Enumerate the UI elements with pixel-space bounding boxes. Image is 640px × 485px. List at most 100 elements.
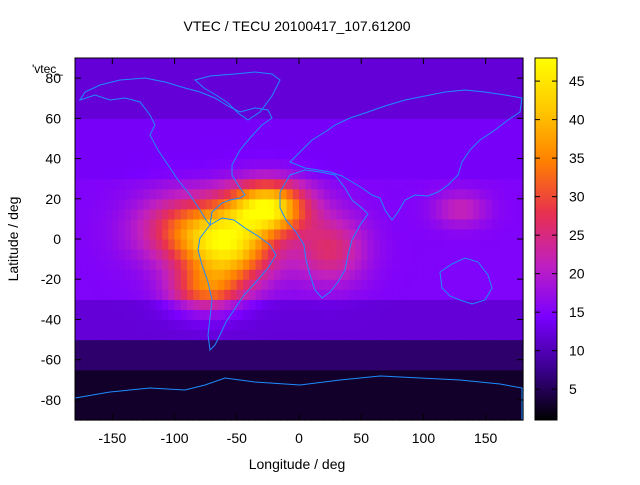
heatmap-cell <box>429 249 437 260</box>
heatmap-cell <box>305 78 313 89</box>
heatmap-cell <box>93 379 101 391</box>
heatmap-cell <box>355 279 362 290</box>
heatmap-cell <box>435 299 443 310</box>
heatmap-cell <box>323 208 331 220</box>
heatmap-cell <box>106 299 113 310</box>
heatmap-cell <box>106 239 113 250</box>
heatmap-cell <box>355 108 362 119</box>
heatmap-cell <box>205 359 213 371</box>
heatmap-cell <box>348 269 356 280</box>
heatmap-cell <box>81 148 89 160</box>
heatmap-cell <box>236 319 244 331</box>
heatmap-cell <box>417 68 425 79</box>
heatmap-cell <box>355 379 362 391</box>
coastline-australia <box>439 257 493 305</box>
heatmap-cell <box>75 249 82 260</box>
heatmap-cell <box>274 208 281 220</box>
heatmap-cell <box>361 118 369 129</box>
heatmap-cell <box>398 108 406 119</box>
heatmap-cell <box>218 299 225 310</box>
heatmap-cell <box>348 349 356 361</box>
heatmap-cell <box>435 138 443 150</box>
heatmap-cell <box>93 299 101 310</box>
heatmap-cell <box>187 379 194 391</box>
heatmap-cell <box>193 58 201 69</box>
heatmap-cell <box>411 309 418 321</box>
heatmap-cell <box>193 68 201 79</box>
heatmap-cell <box>81 369 89 381</box>
heatmap-cell <box>174 148 182 160</box>
heatmap-cell <box>218 349 225 361</box>
heatmap-cell <box>336 359 344 371</box>
heatmap-cell <box>373 178 381 190</box>
heatmap-cell <box>286 389 294 401</box>
heatmap-cell <box>180 208 188 220</box>
heatmap-cell <box>124 198 132 210</box>
heatmap-cell <box>124 259 132 270</box>
heatmap-cell <box>218 409 225 421</box>
heatmap-cell <box>205 198 213 210</box>
heatmap-cell <box>404 249 412 260</box>
heatmap-cell <box>211 299 219 310</box>
heatmap-cell <box>460 178 468 190</box>
heatmap-cell <box>454 259 462 270</box>
heatmap-cell <box>267 118 275 129</box>
heatmap-cell <box>435 178 443 190</box>
heatmap-cell <box>404 138 412 150</box>
heatmap-cell <box>211 58 219 69</box>
heatmap-cell <box>168 349 176 361</box>
heatmap-cell <box>398 218 406 230</box>
heatmap-cell <box>131 339 138 351</box>
heatmap-cell <box>473 359 481 371</box>
heatmap-cell <box>205 409 213 421</box>
heatmap-cell <box>355 309 362 321</box>
heatmap-cell <box>118 389 126 401</box>
heatmap-cell <box>81 58 89 69</box>
heatmap-cell <box>286 349 294 361</box>
heatmap-cell <box>435 249 443 260</box>
heatmap-cell <box>336 168 344 180</box>
heatmap-cell <box>373 138 381 150</box>
heatmap-cell <box>442 399 449 411</box>
heatmap-cell <box>93 148 101 160</box>
heatmap-cell <box>106 259 113 270</box>
heatmap-cell <box>299 188 306 200</box>
heatmap-cell <box>112 309 120 321</box>
heatmap-cell <box>330 168 337 180</box>
heatmap-cell <box>93 78 101 89</box>
heatmap-cell <box>336 138 344 150</box>
heatmap-cell <box>274 399 281 411</box>
heatmap-cell <box>93 389 101 401</box>
heatmap-cell <box>87 78 95 89</box>
heatmap-cell <box>330 78 337 89</box>
heatmap-cell <box>516 68 524 79</box>
heatmap-cell <box>417 108 425 119</box>
heatmap-cell <box>211 208 219 220</box>
heatmap-cell <box>112 399 120 411</box>
heatmap-cell <box>155 178 163 190</box>
heatmap-cell <box>361 349 369 361</box>
heatmap-cell <box>292 128 300 140</box>
heatmap-cell <box>305 329 313 341</box>
heatmap-cell <box>504 128 512 140</box>
heatmap-cell <box>454 178 462 190</box>
heatmap-cell <box>392 218 400 230</box>
heatmap-cell <box>336 249 344 260</box>
heatmap-cell <box>174 239 182 250</box>
heatmap-cell <box>498 68 505 79</box>
heatmap-cell <box>124 329 132 341</box>
heatmap-cell <box>342 389 350 401</box>
heatmap-cell <box>230 178 238 190</box>
heatmap-cell <box>274 279 281 290</box>
heatmap-cell <box>323 309 331 321</box>
heatmap-cell <box>504 168 512 180</box>
heatmap-cell <box>442 369 449 381</box>
heatmap-cell <box>504 239 512 250</box>
heatmap-cell <box>106 349 113 361</box>
heatmap-cell <box>286 239 294 250</box>
heatmap-cell <box>224 218 232 230</box>
heatmap-cell <box>429 279 437 290</box>
heatmap-cell <box>386 218 393 230</box>
heatmap-cell <box>187 329 194 341</box>
heatmap-cell <box>348 128 356 140</box>
